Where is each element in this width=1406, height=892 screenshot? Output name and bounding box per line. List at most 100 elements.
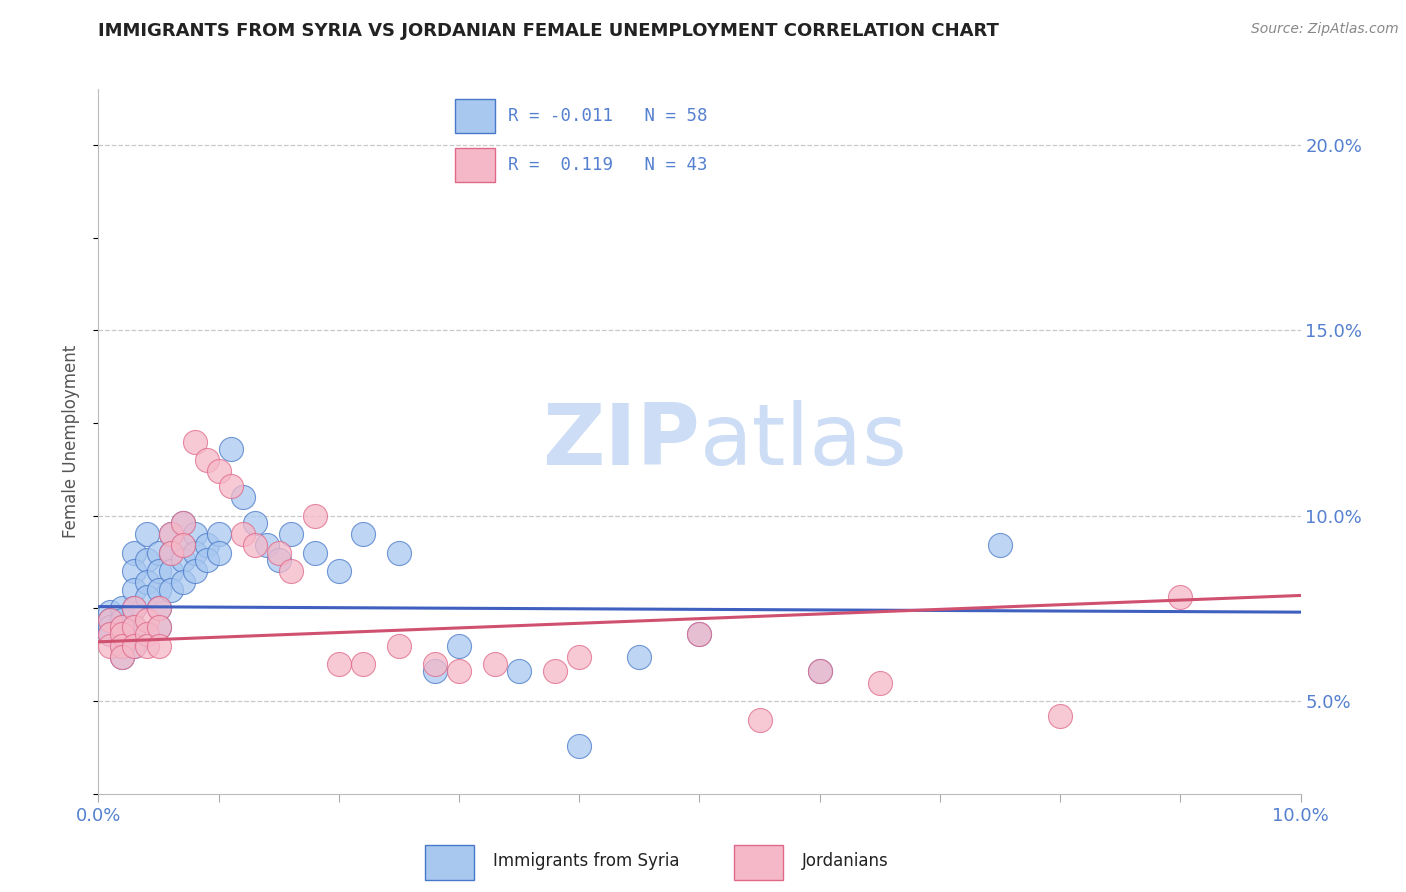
Point (111, 627, 134, 641)
Point (1049, 709, 1071, 723)
Point (100, 627, 122, 641)
Point (124, 565, 146, 579)
Text: atlas: atlas (700, 400, 907, 483)
Point (124, 601, 146, 615)
Point (304, 546, 326, 560)
Point (869, 675, 891, 690)
Point (135, 575, 157, 590)
Text: R =  0.119   N = 43: R = 0.119 N = 43 (508, 155, 707, 174)
Point (748, 713, 770, 727)
Point (388, 639, 411, 653)
Point (124, 546, 146, 560)
Point (148, 620, 170, 634)
Point (689, 627, 711, 641)
Point (808, 665, 831, 679)
Point (100, 627, 122, 641)
Point (172, 516, 194, 530)
Point (124, 601, 146, 615)
Point (135, 527, 157, 541)
Point (183, 527, 205, 541)
Point (135, 553, 157, 567)
Point (135, 591, 157, 605)
Point (447, 639, 470, 653)
Point (111, 639, 134, 653)
Text: Source: ZipAtlas.com: Source: ZipAtlas.com (1251, 22, 1399, 37)
Point (232, 490, 254, 504)
Point (111, 613, 134, 627)
Point (243, 538, 266, 552)
Point (208, 527, 231, 541)
FancyBboxPatch shape (425, 845, 474, 880)
Point (148, 639, 170, 653)
Point (447, 665, 470, 679)
Point (304, 508, 326, 523)
Point (159, 582, 181, 597)
Point (195, 538, 218, 552)
Point (148, 546, 170, 560)
Point (111, 620, 134, 634)
Point (111, 649, 134, 664)
Point (208, 546, 231, 560)
Point (172, 538, 194, 552)
Point (423, 657, 446, 671)
Point (148, 565, 170, 579)
Point (808, 665, 831, 679)
Point (689, 627, 711, 641)
Point (172, 538, 194, 552)
Text: Immigrants from Syria: Immigrants from Syria (492, 852, 679, 870)
Point (267, 546, 290, 560)
Point (267, 553, 290, 567)
Point (195, 453, 218, 467)
Point (172, 553, 194, 567)
Point (159, 527, 181, 541)
Point (172, 575, 194, 590)
FancyBboxPatch shape (456, 148, 495, 181)
Point (124, 620, 146, 634)
Point (159, 565, 181, 579)
Point (219, 442, 242, 456)
Text: R = -0.011   N = 58: R = -0.011 N = 58 (508, 107, 707, 126)
Point (159, 527, 181, 541)
Point (484, 657, 506, 671)
Point (280, 565, 302, 579)
Point (148, 582, 170, 597)
Point (100, 620, 122, 634)
Point (628, 649, 651, 664)
Point (183, 565, 205, 579)
Point (148, 620, 170, 634)
Point (100, 613, 122, 627)
Text: IMMIGRANTS FROM SYRIA VS JORDANIAN FEMALE UNEMPLOYMENT CORRELATION CHART: IMMIGRANTS FROM SYRIA VS JORDANIAN FEMAL… (98, 22, 1000, 40)
Y-axis label: Female Unemployment: Female Unemployment (62, 345, 80, 538)
Point (100, 639, 122, 653)
Point (568, 739, 591, 753)
FancyBboxPatch shape (456, 99, 495, 133)
Point (328, 657, 350, 671)
Point (988, 538, 1011, 552)
Point (148, 601, 170, 615)
Point (124, 639, 146, 653)
Point (388, 546, 411, 560)
Point (195, 553, 218, 567)
Point (124, 639, 146, 653)
Point (159, 546, 181, 560)
Point (208, 464, 231, 478)
Text: Jordanians: Jordanians (801, 852, 889, 870)
Point (111, 627, 134, 641)
Point (148, 601, 170, 615)
Point (1170, 591, 1192, 605)
Point (508, 665, 530, 679)
Point (243, 516, 266, 530)
Point (232, 527, 254, 541)
Point (219, 479, 242, 493)
Point (124, 620, 146, 634)
Point (280, 527, 302, 541)
Point (135, 627, 157, 641)
Point (111, 601, 134, 615)
Point (172, 516, 194, 530)
Point (124, 582, 146, 597)
Point (423, 665, 446, 679)
Point (352, 657, 374, 671)
Point (183, 434, 205, 449)
Point (256, 538, 278, 552)
Point (111, 620, 134, 634)
